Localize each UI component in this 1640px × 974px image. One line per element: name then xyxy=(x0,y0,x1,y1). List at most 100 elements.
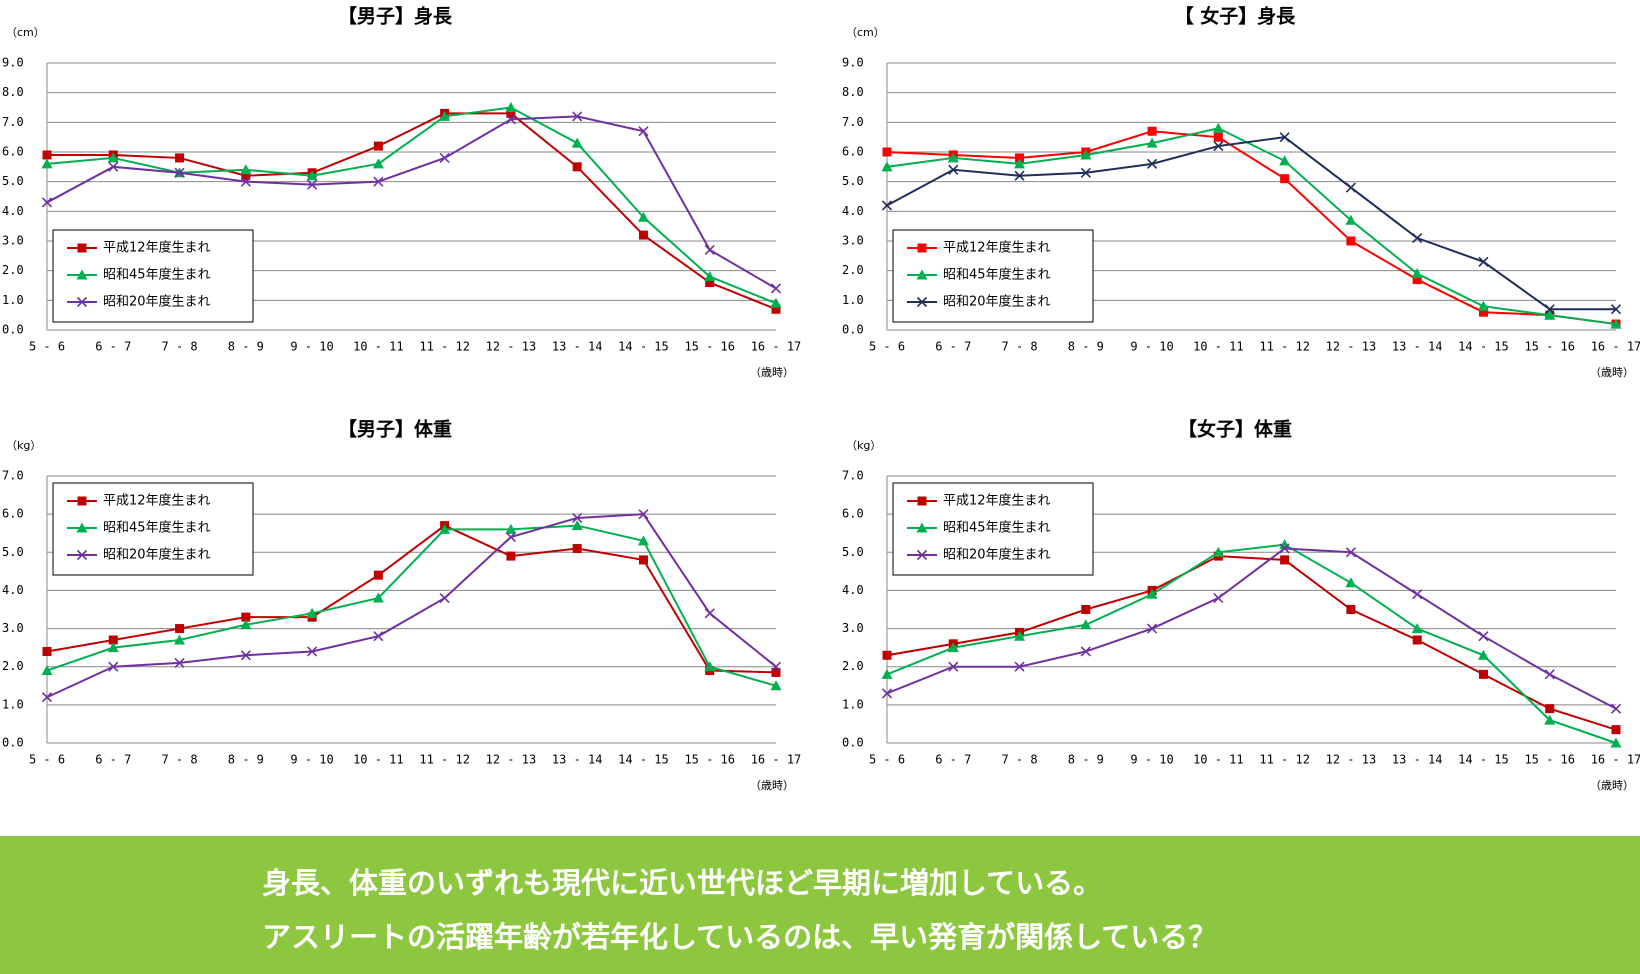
marker xyxy=(704,244,715,255)
legend-label: 昭和45年度生まれ xyxy=(943,520,1051,536)
legend-marker xyxy=(916,296,928,308)
x-tick-label: 7 - 8 xyxy=(161,340,197,354)
marker xyxy=(1279,543,1290,554)
marker xyxy=(704,271,716,282)
marker xyxy=(505,531,516,543)
x-tick-label: 6 - 7 xyxy=(935,340,971,354)
y-tick-label: 7.0 xyxy=(2,469,24,483)
x-tick-label: 8 - 9 xyxy=(1068,753,1104,767)
x-unit: （歳時） xyxy=(1590,366,1634,379)
legend-label: 昭和20年度生まれ xyxy=(943,294,1051,310)
legend-label: 平成12年度生まれ xyxy=(103,240,211,256)
marker xyxy=(704,608,715,619)
marker xyxy=(1212,546,1224,557)
x-tick-label: 14 - 15 xyxy=(1458,753,1509,767)
x-tick-label: 14 - 15 xyxy=(618,340,669,354)
marker xyxy=(881,668,893,679)
y-tick-label: 0.0 xyxy=(842,736,864,750)
legend-marker xyxy=(77,496,87,506)
marker xyxy=(1080,646,1091,657)
x-tick-label: 16 - 17 xyxy=(1591,340,1640,354)
y-tick-label: 2.0 xyxy=(842,659,864,673)
y-tick-label: 3.0 xyxy=(842,621,864,635)
x-tick-label: 6 - 7 xyxy=(95,340,131,354)
x-tick-label: 12 - 13 xyxy=(1326,753,1377,767)
x-tick-label: 11 - 12 xyxy=(419,340,470,354)
marker xyxy=(42,646,52,656)
y-tick-label: 5.0 xyxy=(2,174,24,188)
marker xyxy=(1477,300,1489,311)
marker xyxy=(1478,256,1489,267)
x-tick-label: 10 - 11 xyxy=(1193,340,1244,354)
series-line xyxy=(886,127,1617,326)
legend-label: 平成12年度生まれ xyxy=(943,240,1051,256)
marker xyxy=(1611,725,1621,735)
marker xyxy=(1477,649,1489,660)
marker xyxy=(1146,137,1158,148)
marker xyxy=(505,102,517,112)
y-tick-label: 5.0 xyxy=(842,545,864,559)
marker xyxy=(1147,623,1158,634)
series-line xyxy=(886,130,1617,326)
marker xyxy=(1610,703,1622,714)
marker xyxy=(947,642,959,653)
marker xyxy=(771,304,781,314)
x-unit: （歳時） xyxy=(750,366,794,379)
marker xyxy=(705,278,715,288)
legend-marker xyxy=(916,522,928,533)
marker xyxy=(1280,555,1290,565)
marker xyxy=(108,635,118,645)
marker xyxy=(1478,631,1489,642)
marker xyxy=(1280,174,1290,184)
y-tick-label: 8.0 xyxy=(2,85,24,99)
marker xyxy=(1345,214,1357,225)
marker xyxy=(1212,122,1224,133)
x-tick-label: 12 - 13 xyxy=(1326,340,1377,354)
marker xyxy=(1147,158,1158,169)
series-line xyxy=(886,555,1617,731)
marker xyxy=(240,619,252,630)
marker xyxy=(1279,155,1291,166)
marker xyxy=(572,512,583,524)
x-tick-label: 8 - 9 xyxy=(228,753,264,767)
x-tick-label: 10 - 11 xyxy=(353,340,404,354)
marker xyxy=(373,141,383,151)
marker xyxy=(108,661,119,672)
legend-label: 昭和20年度生まれ xyxy=(103,547,211,563)
marker xyxy=(505,114,516,125)
marker xyxy=(881,200,893,211)
marker xyxy=(637,211,649,222)
marker xyxy=(240,164,252,175)
x-tick-label: 5 - 6 xyxy=(869,753,905,767)
chart-title: 【男子】体重 xyxy=(338,418,452,441)
x-tick-label: 16 - 17 xyxy=(751,340,802,354)
x-tick-label: 11 - 12 xyxy=(419,753,470,767)
x-tick-label: 5 - 6 xyxy=(29,340,65,354)
y-tick-label: 0.0 xyxy=(2,323,24,337)
summary-banner: 身長、体重のいずれも現代に近い世代ほど早期に増加している。 アスリートの活躍年齢… xyxy=(0,836,1640,974)
marker xyxy=(1014,158,1026,169)
y-tick-label: 1.0 xyxy=(2,293,24,307)
y-tick-label: 4.0 xyxy=(2,204,24,218)
marker xyxy=(373,176,384,187)
legend-label: 平成12年度生まれ xyxy=(103,493,211,509)
x-tick-label: 8 - 9 xyxy=(1068,340,1104,354)
y-tick-label: 4.0 xyxy=(2,583,24,597)
y-tick-label: 3.0 xyxy=(2,234,24,248)
legend-marker xyxy=(76,549,88,561)
x-tick-label: 12 - 13 xyxy=(486,340,537,354)
x-unit: （歳時） xyxy=(750,779,794,792)
y-tick-label: 9.0 xyxy=(842,56,864,70)
marker xyxy=(306,607,318,618)
marker xyxy=(1015,153,1025,163)
x-tick-label: 6 - 7 xyxy=(935,753,971,767)
y-tick-label: 5.0 xyxy=(2,545,24,559)
marker xyxy=(1213,132,1223,142)
marker xyxy=(241,171,251,181)
legend-marker xyxy=(916,269,928,280)
marker xyxy=(948,164,959,175)
x-tick-label: 15 - 16 xyxy=(1524,340,1575,354)
x-tick-label: 13 - 14 xyxy=(552,753,603,767)
x-tick-label: 6 - 7 xyxy=(95,753,131,767)
marker xyxy=(638,509,649,520)
